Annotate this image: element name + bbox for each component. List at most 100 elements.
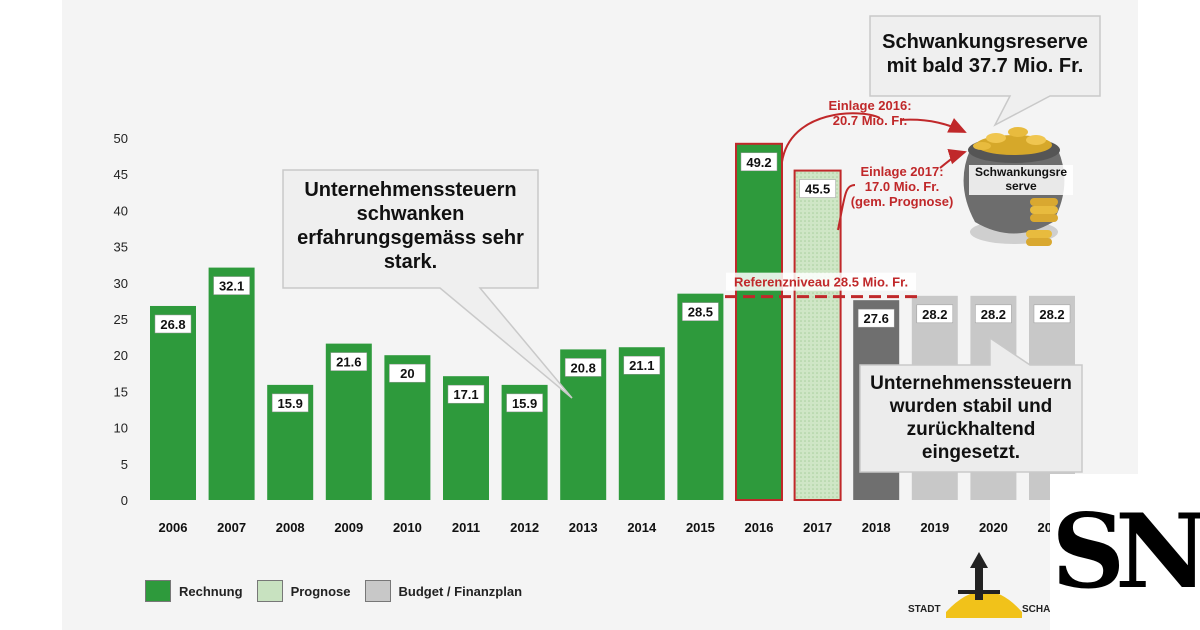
reference-line: Referenzniveau 28.5 Mio. Fr. (725, 272, 918, 299)
bar-2006 (150, 305, 196, 500)
x-tick-2012: 2012 (510, 520, 539, 535)
pot-label-line: Schwankungsre (974, 165, 1068, 179)
einlage-2017-arrow (939, 148, 967, 169)
callout-right-line: Unternehmenssteuern (870, 373, 1072, 394)
callout-left-line: stark. (383, 251, 438, 273)
legend-item-budget: Budget / Finanzplan (364, 580, 523, 602)
y-tick-label: 30 (114, 276, 128, 291)
callout-left-line: erfahrungsgemäss sehr (297, 227, 524, 249)
value-label-2006: 26.8 (160, 317, 185, 332)
value-label-box (799, 179, 836, 198)
legend-label-rechnung: Rechnung (179, 583, 243, 599)
callout-left-line: schwanken (356, 203, 465, 225)
chart-legend: Rechnung Prognose Budget / Finanzplan (145, 580, 536, 602)
callout-top-line: mit bald 37.7 Mio. Fr. (886, 55, 1084, 77)
value-label-2014: 21.1 (629, 358, 654, 373)
value-label-2009: 21.6 (336, 355, 361, 370)
callout-right-line: eingesetzt. (921, 442, 1021, 463)
x-tick-2007: 2007 (217, 520, 246, 535)
value-label-box (740, 152, 778, 172)
x-axis: 2006 2007 2008 2009 2010 2011 2012 2013 2014 2015… (159, 520, 1067, 535)
x-tick-2008: 2008 (276, 520, 305, 535)
y-tick-label: 10 (114, 421, 128, 436)
value-label-box (506, 393, 543, 413)
x-tick-2016: 2016 (745, 520, 774, 535)
value-label-box (271, 393, 309, 413)
bar-2015 (677, 293, 724, 500)
pot-label-line: serve (1005, 179, 1037, 193)
value-label-box (389, 363, 426, 383)
value-label-box (682, 302, 719, 321)
value-label-box (857, 308, 895, 328)
x-tick-2013: 2013 (569, 520, 598, 535)
einlage-2016-note: Einlage 2016: 20.7 Mio. Fr. (800, 98, 940, 128)
x-tick-2014: 2014 (627, 520, 657, 535)
bar-2016 (735, 142, 783, 502)
value-label-2019: 28.2 (922, 307, 947, 322)
y-tick-label: 0 (121, 493, 128, 508)
x-tick-2011: 2011 (452, 520, 480, 535)
x-tick-2018: 2018 (862, 520, 891, 535)
legend-item-prognose: Prognose (256, 580, 351, 602)
value-label-2012: 15.9 (512, 396, 537, 411)
y-tick-label: 5 (121, 457, 128, 472)
value-label-box (213, 276, 250, 295)
legend-swatch-rechnung (145, 580, 171, 602)
y-tick-label: 45 (114, 167, 128, 182)
x-tick-2017: 2017 (803, 520, 832, 535)
callout-right-text: Unternehmenssteuern wurden stabil und zu… (860, 372, 1082, 464)
left-margin (0, 0, 62, 630)
value-label-box (1033, 304, 1071, 324)
einlage-2017-line: 17.0 Mio. Fr. (864, 179, 940, 194)
value-label-2016: 49.2 (746, 155, 771, 170)
pot-label: Schwankungsre serve (969, 165, 1073, 193)
y-tick-label: 25 (114, 312, 128, 327)
callout-left-line: Unternehmenssteuern (304, 179, 517, 201)
y-tick-label: 15 (114, 384, 128, 399)
x-tick-2009: 2009 (334, 520, 363, 535)
value-label-box (623, 355, 661, 375)
x-tick-2019: 2019 (920, 520, 949, 535)
einlage-2016-line: Einlage 2016: (828, 98, 912, 113)
bar-2007 (208, 267, 255, 500)
y-tick-label: 50 (114, 131, 128, 146)
reference-label-bg (726, 272, 916, 291)
stadt-label: STADT (908, 604, 941, 615)
value-label-box (916, 304, 954, 324)
einlage-2017-note: Einlage 2017: 17.0 Mio. Fr. (gem. Progno… (842, 164, 962, 209)
y-axis: 0 5 10 15 20 25 30 35 40 45 50 (114, 131, 128, 508)
einlage-2017-arrow-left (837, 184, 856, 231)
legend-label-budget: Budget / Finanzplan (398, 583, 523, 599)
y-tick-label: 35 (114, 240, 128, 255)
legend-swatch-prognose (256, 580, 283, 602)
x-tick-2020: 2020 (979, 520, 1008, 535)
value-label-2018: 27.6 (864, 311, 889, 326)
legend-item-rechnung: Rechnung (145, 580, 243, 602)
x-tick-2015: 2015 (686, 520, 715, 535)
callout-left-text: Unternehmenssteuern schwanken erfahrungs… (283, 178, 538, 274)
value-label-2011: 17.1 (453, 387, 478, 402)
stadt-emblem (946, 552, 1022, 618)
einlage-2016-arrow (899, 117, 967, 133)
sn-logo: SN (1050, 474, 1200, 630)
callout-left-bubble (282, 169, 573, 399)
reference-line-label: Referenzniveau 28.5 Mio. Fr. (734, 275, 908, 290)
einlage-2017-line: (gem. Prognose) (850, 194, 954, 209)
callout-right-line: zurückhaltend (906, 419, 1036, 440)
callout-right-bubble (859, 336, 1083, 473)
value-label-2015: 28.5 (688, 305, 713, 320)
callout-right-line: wurden stabil und (889, 396, 1053, 417)
value-label-2017: 45.5 (805, 182, 830, 197)
value-label-box (975, 304, 1012, 324)
value-label-2013: 20.8 (571, 360, 596, 375)
value-label-2007: 32.1 (219, 279, 244, 294)
value-label-box (330, 352, 368, 371)
callout-top-text: Schwankungsreserve mit bald 37.7 Mio. Fr… (870, 30, 1100, 78)
x-tick-2006: 2006 (159, 520, 188, 535)
einlage-2016-arrow-left (781, 112, 881, 163)
value-label-2021: 28.2 (1039, 307, 1064, 322)
callout-top-bubble (869, 15, 1101, 127)
callout-top-line: Schwankungsreserve (882, 31, 1088, 53)
